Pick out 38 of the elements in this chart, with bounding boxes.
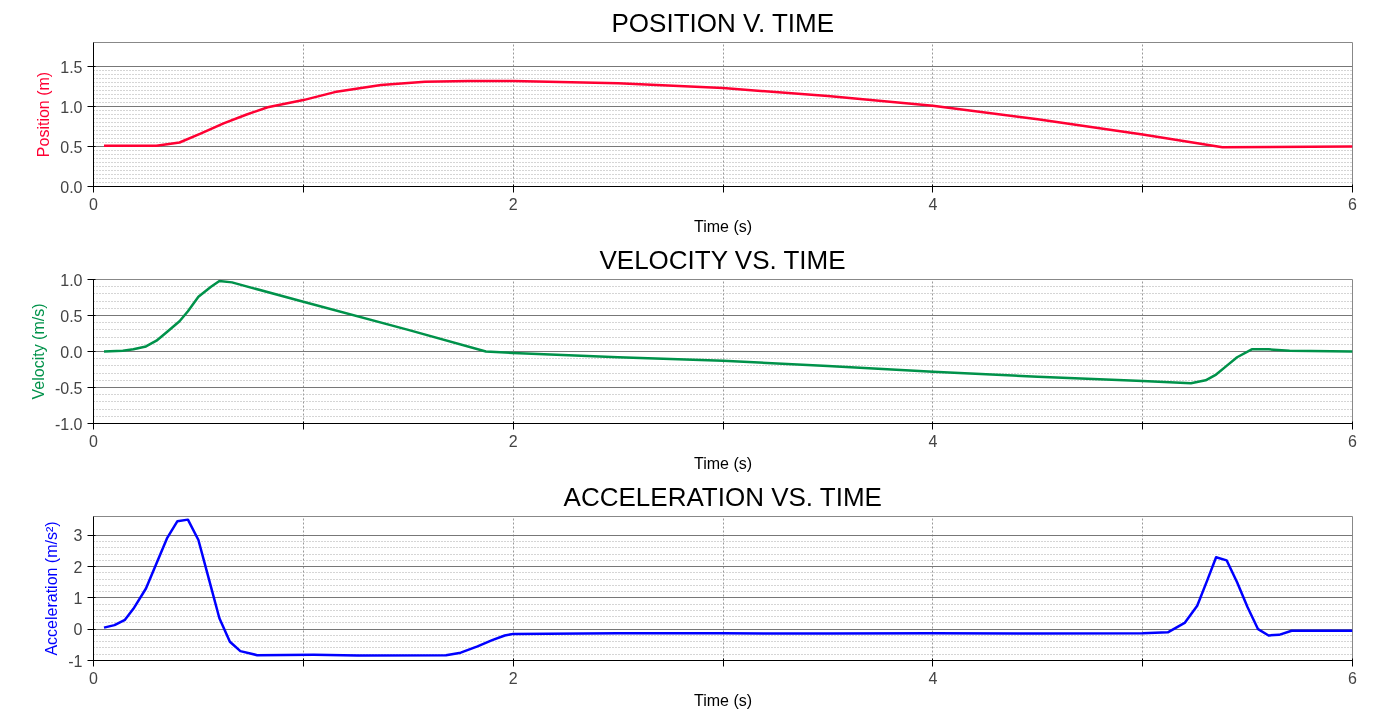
y-tick-label: 0.5 (60, 307, 83, 325)
y-tick-label: 2 (73, 558, 83, 576)
line-series (102, 79, 1353, 149)
y-axis-title: Position (m) (35, 71, 53, 158)
chart-title: ACCELERATION VS. TIME (563, 481, 882, 512)
y-tick-label: 1 (73, 589, 83, 607)
x-tick-label: 4 (928, 669, 938, 687)
y-axis-title: Acceleration (m/s²) (43, 521, 61, 656)
y-tick-label: -0.5 (54, 379, 83, 397)
y-tick-label: 0.5 (60, 138, 83, 156)
x-axis-title: Time (s) (693, 691, 753, 709)
x-tick-label: 2 (508, 669, 518, 687)
line-series (102, 279, 1353, 385)
x-tick-label: 2 (508, 195, 518, 213)
x-axis-title: Time (s) (693, 454, 753, 472)
y-tick-label: 0.0 (60, 178, 83, 196)
y-tick-label: 1.0 (60, 98, 83, 116)
x-tick-label: 0 (89, 195, 99, 213)
x-tick-label: 6 (1348, 669, 1358, 687)
chart-title: POSITION V. TIME (611, 7, 835, 38)
y-tick-label: 0.0 (60, 343, 83, 361)
x-tick-label: 2 (508, 432, 518, 450)
x-tick-label: 4 (928, 195, 938, 213)
y-tick-label: -1 (68, 652, 83, 670)
x-tick-label: 6 (1348, 195, 1358, 213)
x-tick-label: 6 (1348, 432, 1358, 450)
y-tick-label: -1.0 (54, 415, 83, 433)
y-axis-title: Velocity (m/s) (29, 303, 47, 400)
x-tick-label: 0 (89, 432, 99, 450)
y-tick-label: 1.0 (60, 271, 83, 289)
y-tick-label: 3 (73, 527, 83, 545)
y-tick-label: 1.5 (60, 58, 83, 76)
x-axis-title: Time (s) (693, 217, 753, 235)
line-series (102, 518, 1353, 657)
x-tick-label: 0 (89, 669, 99, 687)
y-tick-label: 0 (73, 621, 83, 639)
chart-title: VELOCITY VS. TIME (599, 244, 846, 275)
x-tick-label: 4 (928, 432, 938, 450)
